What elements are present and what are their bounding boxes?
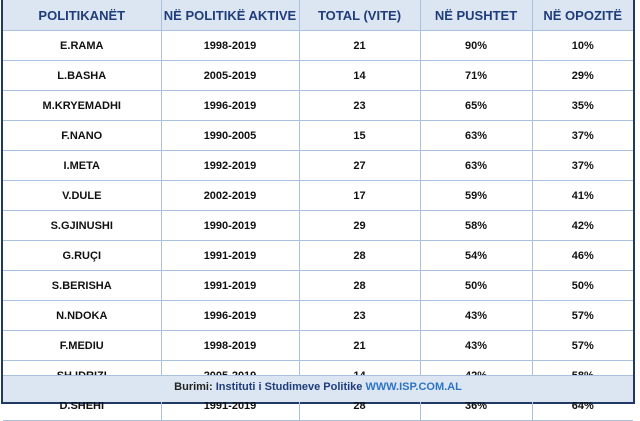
source-name: Instituti i Studimeve Politike [215,381,363,393]
table-cell: 54% [419,240,533,271]
table-cell: 71% [419,60,533,91]
table-cell: I.META [3,150,162,181]
table-row: E.RAMA 1998-2019 21 90% 10% [3,30,633,61]
table-cell: 1990-2005 [160,120,300,151]
table-cell: N.NDOKA [3,300,162,331]
table-cell: 35% [531,90,633,121]
table-cell: 90% [419,30,533,61]
table-cell: 28 [298,270,421,301]
table-row: F.MEDIU 1998-2019 21 43% 57% [3,330,633,361]
table-cell: 21 [298,330,421,361]
table-cell: 1998-2019 [160,330,300,361]
table-cell: 50% [531,270,633,301]
politicians-table: POLITIKANËT NË POLITIKË AKTIVE TOTAL (VITE… [3,0,633,421]
table-row: I.META 1992-2019 27 63% 37% [3,150,633,181]
table-row: M.KRYEMADHI 1996-2019 23 65% 35% [3,90,633,121]
table-cell: M.KRYEMADHI [3,90,162,121]
table-cell: S.BERISHA [3,270,162,301]
table-cell: 28 [298,240,421,271]
table-cell: 17 [298,180,421,211]
source-footer: Burimi: Instituti i Studimeve Politike W… [3,375,633,402]
table-cell: 37% [531,150,633,181]
table-cell: 2002-2019 [160,180,300,211]
table-row: V.DULE 2002-2019 17 59% 41% [3,180,633,211]
source-link[interactable]: WWW.ISP.COM.AL [365,381,462,393]
column-header: POLITIKANËT [3,0,162,31]
table-cell: 50% [419,270,533,301]
table-cell: 10% [531,30,633,61]
table-row: G.RUÇI 1991-2019 28 54% 46% [3,240,633,271]
table-cell: 2005-2019 [160,60,300,91]
table-cell: 1996-2019 [160,90,300,121]
table-cell: E.RAMA [3,30,162,61]
table-cell: F.MEDIU [3,330,162,361]
table-row: S.GJINUSHI 1990-2019 29 58% 42% [3,210,633,241]
table-cell: V.DULE [3,180,162,211]
table-cell: 43% [419,300,533,331]
table-cell: 42% [531,210,633,241]
table-row: F.NANO 1990-2005 15 63% 37% [3,120,633,151]
table-cell: 59% [419,180,533,211]
source-label: Burimi: [174,381,213,393]
table-cell: 27 [298,150,421,181]
table-cell: 63% [419,120,533,151]
column-header: NË POLITIKË AKTIVE [160,0,300,31]
table-cell: 46% [531,240,633,271]
table-cell: 1998-2019 [160,30,300,61]
table-cell: L.BASHA [3,60,162,91]
table-cell: 15 [298,120,421,151]
table-cell: 1991-2019 [160,270,300,301]
table-cell: 1991-2019 [160,240,300,271]
table-cell: 43% [419,330,533,361]
table-cell: 21 [298,30,421,61]
header-row: POLITIKANËT NË POLITIKË AKTIVE TOTAL (VITE… [3,0,633,31]
table-cell: 14 [298,60,421,91]
table-cell: 37% [531,120,633,151]
table-cell: 1992-2019 [160,150,300,181]
table-cell: 57% [531,330,633,361]
table-cell: 41% [531,180,633,211]
table-cell: 63% [419,150,533,181]
table-cell: 58% [419,210,533,241]
table-cell: 23 [298,300,421,331]
table-row: L.BASHA 2005-2019 14 71% 29% [3,60,633,91]
table-cell: 29% [531,60,633,91]
table-row: S.BERISHA 1991-2019 28 50% 50% [3,270,633,301]
table-cell: 29 [298,210,421,241]
table-cell: 1990-2019 [160,210,300,241]
table-cell: S.GJINUSHI [3,210,162,241]
column-header: NË PUSHTET [419,0,533,31]
table-row: N.NDOKA 1996-2019 23 43% 57% [3,300,633,331]
table-cell: F.NANO [3,120,162,151]
column-header: NË OPOZITË [531,0,633,31]
table-cell: 1996-2019 [160,300,300,331]
column-header: TOTAL (VITE) [298,0,421,31]
table-cell: 23 [298,90,421,121]
table-cell: 65% [419,90,533,121]
table-cell: G.RUÇI [3,240,162,271]
table-cell: 57% [531,300,633,331]
